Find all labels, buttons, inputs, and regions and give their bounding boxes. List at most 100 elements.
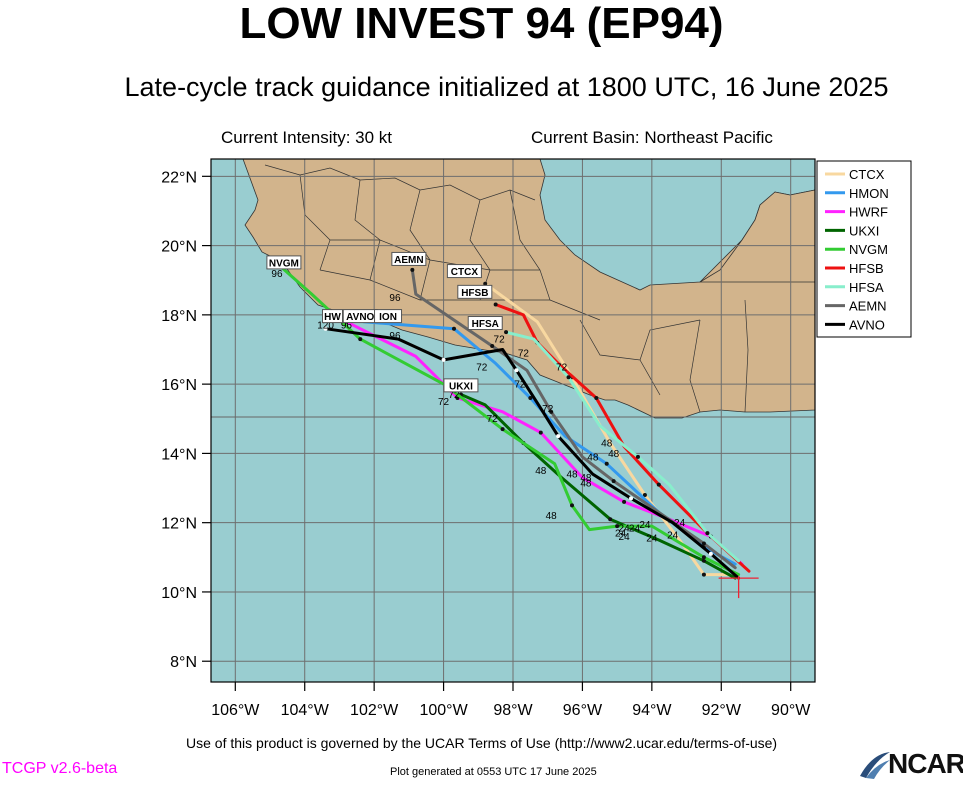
model-label: HW	[324, 312, 341, 323]
legend-label: AEMN	[849, 299, 887, 314]
forecast-hour-label: 24	[629, 523, 641, 534]
track-point	[500, 427, 505, 432]
x-tick-label: 100°W	[419, 702, 468, 719]
forecast-hour-label: 24	[619, 532, 631, 543]
y-tick-label: 20°N	[161, 239, 197, 256]
track-hwrf	[344, 320, 744, 566]
track-hfsb	[494, 303, 751, 573]
forecast-hour-label: 72	[494, 335, 506, 346]
y-tick-label: 14°N	[161, 446, 197, 463]
model-label: CTCX	[451, 267, 479, 278]
ncar-logo-text: NCAR	[888, 748, 963, 779]
track-point	[608, 517, 613, 522]
track-hfsa	[504, 330, 741, 563]
track-point	[642, 492, 647, 497]
forecast-hour-label: 72	[542, 404, 554, 415]
track-point	[594, 395, 599, 400]
x-tick-label: 102°W	[350, 702, 399, 719]
legend-label: HFSA	[849, 280, 884, 295]
track-avno	[324, 327, 741, 580]
legend: CTCX HMON HWRF UKXI NVGM HFSB HFSA AEMN AVNO	[816, 160, 912, 338]
track-point	[566, 375, 571, 380]
forecast-hour-label: 96	[389, 293, 401, 304]
y-tick-label: 16°N	[161, 377, 197, 394]
track-point	[622, 499, 627, 504]
forecast-hour-label: 72	[476, 362, 488, 373]
model-label-box	[446, 264, 482, 279]
track-point	[410, 267, 415, 272]
y-tick-label: 12°N	[161, 516, 197, 533]
model-name-labels: NVGM AEMN CTCX HFSB HFSA HW AVNO ION UKXI	[266, 251, 503, 393]
model-label-box	[467, 316, 503, 331]
track-point	[701, 541, 706, 546]
track-point	[611, 479, 616, 484]
land-yucatan	[698, 189, 815, 283]
y-tick-label: 8°N	[170, 654, 197, 671]
current-basin: Current Basin: Northeast Pacific	[531, 128, 773, 147]
ncar-logo: NCAR	[858, 748, 963, 780]
track-point	[490, 344, 495, 349]
model-label: UKXI	[449, 381, 473, 392]
current-intensity: Current Intensity: 30 kt	[221, 128, 393, 147]
ncar-swoosh-icon	[860, 752, 890, 779]
track-point	[656, 482, 661, 487]
forecast-hour-label: 96	[389, 331, 401, 342]
model-label-box	[321, 309, 343, 324]
forecast-hour-label: 72	[487, 414, 499, 425]
legend-label: AVNO	[849, 317, 885, 332]
x-tick-label: 98°W	[493, 702, 533, 719]
track-point	[549, 409, 554, 414]
x-tick-label: 104°W	[281, 702, 330, 719]
forecast-hour-label: 96	[341, 321, 353, 332]
legend-label: NVGM	[849, 242, 888, 257]
version-label: TCGP v2.6-beta	[2, 760, 118, 777]
track-point	[635, 454, 640, 459]
model-label: ION	[379, 312, 397, 323]
track-point	[701, 558, 706, 563]
forecast-hour-label: 48	[566, 470, 578, 481]
track-point	[708, 551, 713, 556]
forecast-hour-label: 96	[271, 269, 283, 280]
model-label-box	[457, 284, 493, 299]
forecast-hour-label: 24	[639, 520, 651, 531]
track-point	[701, 572, 706, 577]
forecast-hour-label: 24	[674, 518, 686, 529]
y-tick-label: 22°N	[161, 169, 197, 186]
track-point	[528, 395, 533, 400]
track-point	[504, 330, 509, 335]
track-point	[538, 430, 543, 435]
latitude-axis: 22°N 20°N 18°N 16°N 14°N 12°N 10°N 8°N	[161, 169, 211, 671]
track-point	[514, 368, 519, 373]
x-tick-label: 92°W	[702, 702, 742, 719]
forecast-hour-label: 72	[556, 362, 568, 373]
x-tick-label: 96°W	[563, 702, 603, 719]
y-tick-label: 18°N	[161, 308, 197, 325]
forecast-hour-label: 24	[646, 534, 658, 545]
legend-label: HWRF	[849, 205, 888, 220]
legend-label: UKXI	[849, 223, 879, 238]
legend-label: HFSB	[849, 261, 884, 276]
track-point	[323, 326, 328, 331]
track-point	[556, 434, 561, 439]
forecast-hour-label: 120	[317, 321, 334, 332]
track-point	[358, 337, 363, 342]
x-tick-label: 90°W	[771, 702, 811, 719]
track-ctcx	[483, 282, 730, 577]
storm-center-marker	[718, 576, 759, 599]
track-point	[705, 531, 710, 536]
forecast-hour-label: 72	[448, 390, 460, 401]
legend-label: HMON	[849, 186, 889, 201]
forecast-hour-label: 48	[580, 473, 592, 484]
forecast-hour-label: 48	[535, 466, 547, 477]
forecast-hour-label: 24	[615, 529, 627, 540]
x-tick-label: 94°W	[632, 702, 672, 719]
model-label: AEMN	[394, 255, 423, 266]
state-borders	[264, 164, 749, 413]
track-point	[441, 357, 446, 362]
track-point	[615, 524, 620, 529]
longitude-axis: 106°W 104°W 102°W 100°W 98°W 96°W 94°W 92°W 90°W	[211, 682, 811, 719]
map-title: LOW INVEST 94 (EP94)	[239, 0, 724, 48]
model-label-box	[443, 378, 479, 393]
